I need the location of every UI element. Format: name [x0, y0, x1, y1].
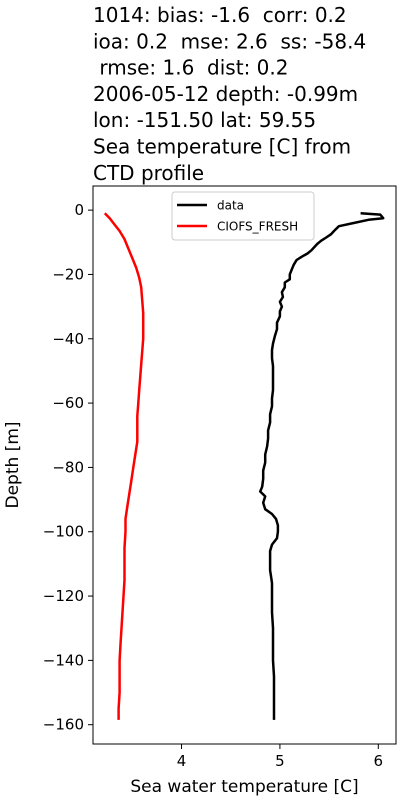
- y-tick-label: −40: [52, 330, 84, 348]
- y-tick-label: −100: [43, 523, 84, 541]
- y-tick-label: −20: [52, 265, 84, 283]
- legend: data CIOFS_FRESH: [171, 191, 315, 241]
- series-line-ciofs-fresh: [103, 212, 145, 720]
- title-line: ioa: 0.2 mse: 2.6 ss: -58.4: [93, 29, 366, 53]
- title-line: 1014: bias: -1.6 corr: 0.2: [93, 3, 347, 27]
- title-line: Sea temperature [C] from: [93, 135, 351, 159]
- x-tick-label: 4: [177, 752, 187, 770]
- title-line: 2006-05-12 depth: -0.99m: [93, 82, 358, 106]
- title-line: CTD profile: [93, 161, 204, 185]
- y-tick-label: −60: [52, 394, 84, 412]
- y-tick-label: −160: [43, 716, 84, 734]
- series-line-data: [258, 212, 385, 720]
- title-line: lon: -151.50 lat: 59.55: [93, 108, 316, 132]
- x-axis-label: Sea water temperature [C]: [130, 777, 358, 797]
- x-tick-label: 5: [275, 752, 285, 770]
- x-tick-label: 6: [374, 752, 384, 770]
- y-axis: 0 −20 −40 −60 −80 −100 −120 −140 −160: [43, 201, 93, 734]
- y-tick-label: −120: [43, 587, 84, 605]
- plot-area: [103, 212, 385, 720]
- y-axis-label: Depth [m]: [3, 421, 23, 508]
- plot-frame: [92, 185, 397, 745]
- title-line: rmse: 1.6 dist: 0.2: [93, 56, 288, 80]
- y-tick-label: −140: [43, 651, 84, 669]
- y-tick-label: 0: [74, 201, 84, 219]
- legend-label: data: [217, 199, 244, 213]
- y-tick-label: −80: [52, 458, 84, 476]
- legend-label: CIOFS_FRESH: [217, 220, 298, 234]
- x-axis: 4 5 6: [177, 744, 383, 770]
- legend-box: [171, 191, 315, 241]
